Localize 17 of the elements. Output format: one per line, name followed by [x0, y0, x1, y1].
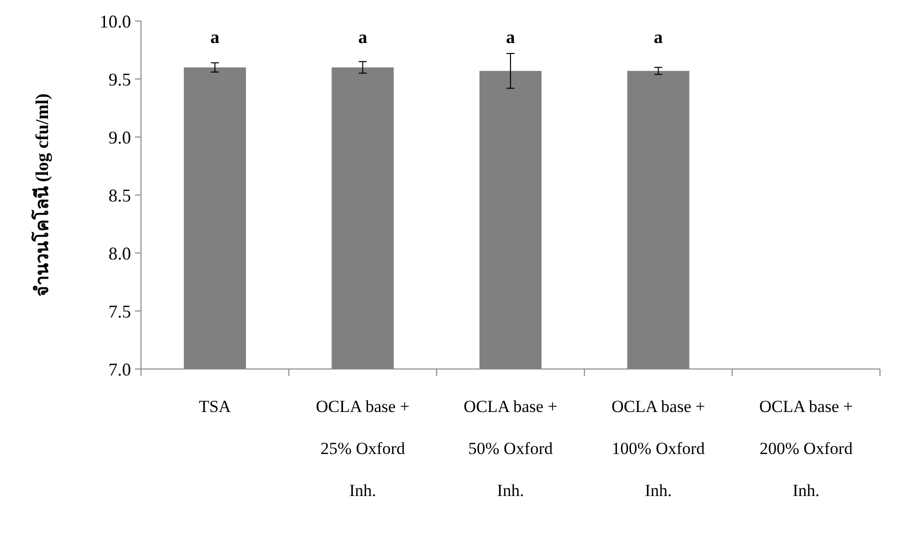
- y-tick-label: 9.5: [108, 69, 131, 90]
- annotation: a: [654, 27, 663, 47]
- y-tick-label: 7.5: [108, 301, 131, 322]
- annotation: a: [358, 27, 368, 47]
- category-label: OCLA base + 100% Oxford Inh.: [611, 397, 706, 500]
- annotation: a: [210, 27, 220, 47]
- category-label: OCLA base + 25% Oxford Inh.: [316, 397, 410, 500]
- y-tick-label: 8.0: [108, 243, 131, 264]
- y-tick-label: 9.0: [108, 127, 131, 148]
- y-tick-label: 10.0: [100, 11, 131, 32]
- category-label: OCLA base + 200% Oxford Inh.: [759, 397, 853, 500]
- y-tick-label: 7.0: [108, 359, 131, 380]
- y-axis-title: จำนวนโคโลนี (log cfu/ml): [31, 94, 52, 296]
- x-tick-label: TSA: [198, 397, 232, 416]
- annotation: a: [506, 27, 515, 47]
- category-label: OCLA base + 50% Oxford Inh.: [464, 397, 558, 500]
- y-tick-label: 8.5: [108, 185, 131, 206]
